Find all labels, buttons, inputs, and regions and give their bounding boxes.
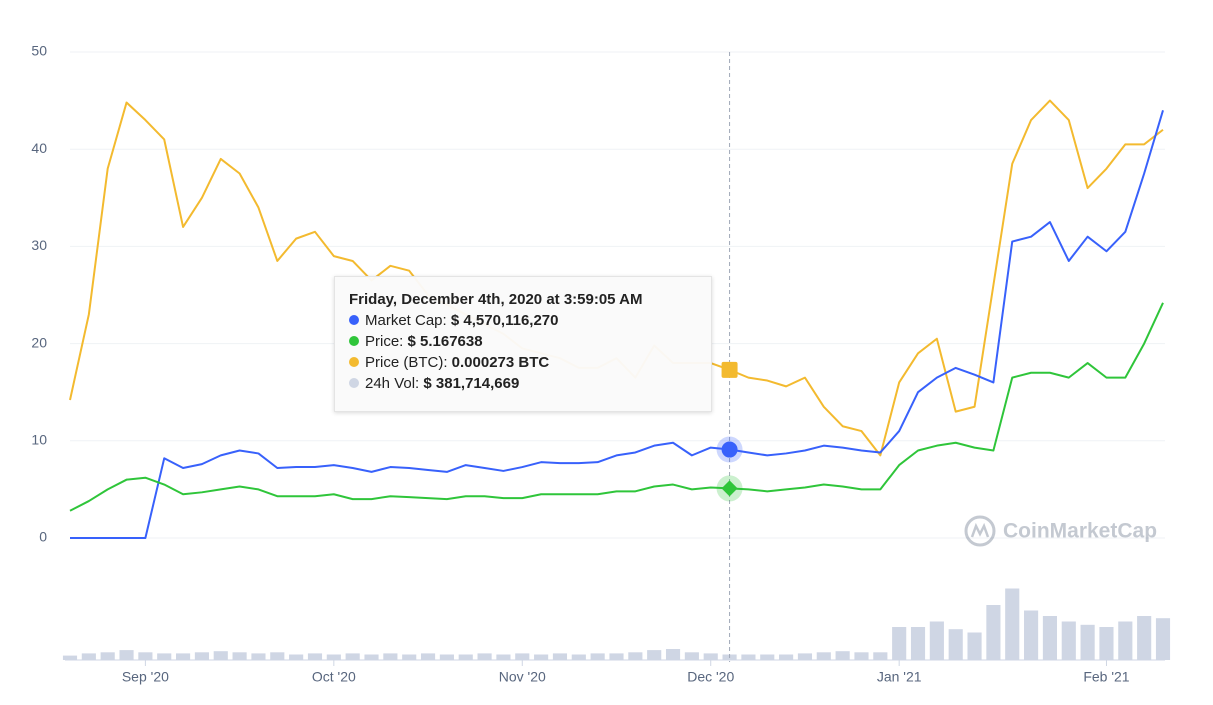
volume-bar — [138, 652, 153, 660]
volume-bar — [948, 629, 963, 660]
tooltip-label: Price: — [365, 333, 404, 350]
volume-bar — [703, 653, 718, 660]
volume-bar — [1005, 588, 1020, 660]
volume-bar — [609, 653, 624, 660]
volume-bar — [628, 652, 643, 660]
volume-bar — [741, 654, 756, 660]
volume-bar — [1042, 616, 1057, 660]
x-tick-label: Dec '20 — [687, 669, 734, 685]
volume-bar — [1137, 616, 1152, 660]
y-tick-label: 0 — [39, 529, 47, 545]
y-tick-label: 10 — [31, 432, 47, 448]
legend-dot — [349, 336, 359, 346]
volume-bar — [1080, 624, 1095, 660]
volume-bar — [797, 653, 813, 660]
hover-marker — [721, 480, 738, 497]
x-tick-label: Oct '20 — [312, 669, 356, 685]
x-tick-label: Jan '21 — [877, 669, 922, 685]
volume-bar — [157, 653, 172, 660]
series-line — [70, 110, 1164, 539]
volume-bar — [854, 652, 869, 660]
volume-bar — [647, 650, 662, 660]
y-tick-label: 20 — [31, 334, 47, 350]
tooltip-row: Market Cap: $ 4,570,116,270 — [349, 310, 697, 331]
y-tick-label: 40 — [31, 140, 47, 156]
tooltip-value: $ 4,570,116,270 — [450, 312, 559, 329]
tooltip-label: 24h Vol: — [365, 375, 420, 392]
tooltip: Friday, December 4th, 2020 at 3:59:05 AM… — [334, 276, 712, 412]
volume-bar — [119, 650, 134, 660]
volume-bar — [251, 653, 266, 660]
hover-marker — [721, 361, 738, 378]
legend-dot — [349, 357, 359, 367]
volume-bar — [779, 654, 794, 660]
volume-bar — [232, 652, 247, 660]
x-tick-label: Sep '20 — [122, 669, 169, 685]
volume-bar — [420, 653, 436, 660]
y-tick-label: 30 — [31, 237, 47, 253]
volume-bar — [552, 653, 568, 660]
tooltip-title: Friday, December 4th, 2020 at 3:59:05 AM — [349, 291, 643, 308]
volume-bar — [515, 653, 530, 660]
volume-bar — [1061, 621, 1076, 660]
tooltip-row: Price: $ 5.167638 — [349, 331, 697, 352]
tooltip-label: Market Cap: — [365, 312, 447, 329]
volume-bar — [873, 652, 888, 660]
tooltip-value: 0.000273 BTC — [451, 354, 550, 371]
volume-bar — [326, 654, 341, 660]
volume-bar — [458, 654, 473, 660]
volume-bar — [213, 651, 228, 660]
volume-bar — [534, 654, 549, 660]
volume-bar — [439, 654, 454, 660]
watermark: CoinMarketCap — [964, 515, 1157, 547]
legend-dot — [349, 315, 359, 325]
volume-bar — [270, 652, 285, 660]
volume-bar — [81, 653, 96, 660]
watermark-text: CoinMarketCap — [1003, 520, 1157, 543]
volume-bar — [816, 652, 831, 660]
volume-bar — [289, 654, 304, 660]
hover-marker — [721, 441, 738, 458]
volume-bar — [910, 627, 926, 660]
volume-bar — [383, 653, 398, 660]
volume-bar — [571, 654, 586, 660]
volume-bar — [496, 654, 511, 660]
x-tick-label: Nov '20 — [499, 669, 546, 685]
legend-dot — [349, 378, 359, 388]
x-tick-label: Feb '21 — [1083, 669, 1129, 685]
volume-bar — [345, 653, 360, 660]
volume-bar — [364, 654, 379, 660]
volume-bar — [477, 653, 492, 660]
volume-bar — [929, 621, 944, 660]
volume-bar — [402, 654, 417, 660]
tooltip-value: $ 381,714,669 — [423, 375, 520, 392]
volume-bar — [100, 652, 115, 660]
y-tick-label: 50 — [31, 43, 47, 59]
tooltip-row: 24h Vol: $ 381,714,669 — [349, 373, 697, 394]
volume-bar — [1024, 610, 1039, 660]
volume-bar — [684, 652, 699, 660]
volume-bar — [967, 632, 982, 660]
volume-bar — [307, 653, 323, 660]
volume-bar — [892, 627, 907, 660]
volume-bar — [1118, 621, 1133, 660]
volume-bar — [1155, 618, 1171, 660]
volume-bar — [176, 653, 191, 660]
series-line — [69, 302, 1164, 512]
volume-bar — [986, 605, 1001, 660]
volume-bar — [194, 652, 209, 660]
tooltip-row: Price (BTC): 0.000273 BTC — [349, 352, 697, 373]
tooltip-label: Price (BTC): — [365, 354, 448, 371]
volume-bar — [62, 655, 78, 660]
volume-bar — [665, 649, 681, 660]
volume-bar — [835, 651, 850, 660]
tooltip-value: $ 5.167638 — [407, 333, 483, 350]
volume-bar — [760, 654, 775, 660]
volume-bar — [1099, 627, 1114, 660]
volume-bar — [590, 653, 605, 660]
